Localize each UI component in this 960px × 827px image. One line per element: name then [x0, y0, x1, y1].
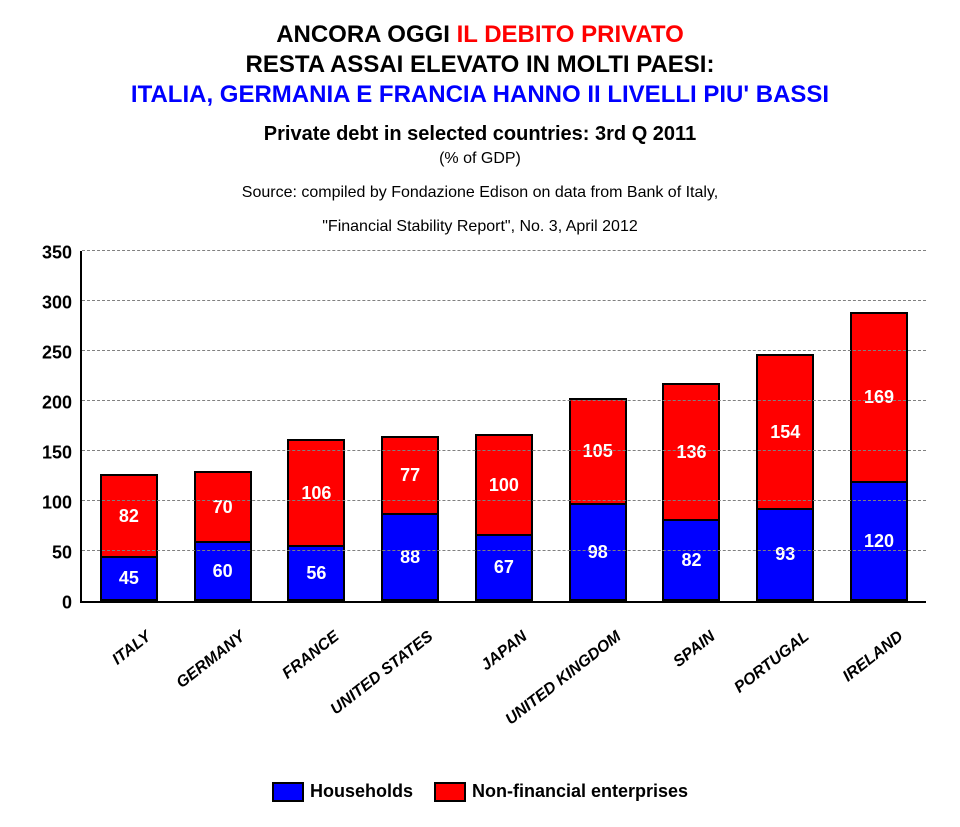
bar-column: 93154 — [756, 354, 814, 601]
grid-line — [82, 300, 926, 301]
bar-seg-nonfin: 70 — [194, 471, 252, 541]
grid-line — [82, 400, 926, 401]
plot-area: 4582607056106887767100981058213693154120… — [80, 251, 926, 603]
bar-column: 56106 — [287, 439, 345, 601]
bar-seg-nonfin: 154 — [756, 354, 814, 508]
y-tick: 100 — [42, 493, 72, 514]
y-axis: 050100150200250300350 — [30, 251, 76, 603]
legend: Households Non-financial enterprises — [20, 781, 940, 807]
chart-caption-3: "Financial Stability Report", No. 3, Apr… — [20, 217, 940, 237]
legend-item-households: Households — [272, 781, 413, 802]
y-tick: 0 — [62, 593, 72, 614]
grid-line — [82, 500, 926, 501]
chart-main-title: ANCORA OGGI IL DEBITO PRIVATO RESTA ASSA… — [20, 20, 940, 110]
grid-line — [82, 350, 926, 351]
bar-seg-nonfin: 100 — [475, 434, 533, 534]
legend-swatch-households — [272, 782, 304, 802]
legend-swatch-nonfin — [434, 782, 466, 802]
bar-column: 4582 — [100, 474, 158, 601]
bar-seg-households: 45 — [100, 556, 158, 601]
legend-item-nonfin: Non-financial enterprises — [434, 781, 688, 802]
legend-label-nonfin: Non-financial enterprises — [472, 781, 688, 802]
bar-seg-households: 88 — [381, 513, 439, 601]
grid-line — [82, 250, 926, 251]
bar-column: 120169 — [850, 312, 908, 601]
y-tick: 300 — [42, 293, 72, 314]
bar-column: 82136 — [662, 383, 720, 601]
legend-label-households: Households — [310, 781, 413, 802]
bar-seg-nonfin: 169 — [850, 312, 908, 481]
title-line3: ITALIA, GERMANIA E FRANCIA HANNO II LIVE… — [131, 81, 829, 108]
chart-caption-1: (% of GDP) — [20, 149, 940, 169]
bar-seg-nonfin: 82 — [100, 474, 158, 556]
bar-seg-nonfin: 136 — [662, 383, 720, 519]
bar-seg-nonfin: 106 — [287, 439, 345, 545]
bar-seg-nonfin: 77 — [381, 436, 439, 513]
y-tick: 150 — [42, 443, 72, 464]
bar-seg-households: 82 — [662, 519, 720, 601]
bar-column: 6070 — [194, 471, 252, 601]
title-line1-em: IL DEBITO PRIVATO — [457, 21, 684, 48]
y-tick: 50 — [52, 543, 72, 564]
bars-container: 4582607056106887767100981058213693154120… — [82, 251, 926, 601]
chart-area: 050100150200250300350 458260705610688776… — [30, 251, 930, 631]
bar-seg-households: 120 — [850, 481, 908, 601]
bar-seg-households: 56 — [287, 545, 345, 601]
x-axis-labels: ITALYGERMANYFRANCEUNITED STATESJAPANUNIT… — [80, 611, 926, 751]
bar-seg-households: 93 — [756, 508, 814, 601]
y-tick: 250 — [42, 343, 72, 364]
y-tick: 350 — [42, 243, 72, 264]
grid-line — [82, 450, 926, 451]
bar-seg-households: 98 — [569, 503, 627, 601]
grid-line — [82, 550, 926, 551]
bar-column: 8877 — [381, 436, 439, 601]
y-tick: 200 — [42, 393, 72, 414]
chart-subtitle: Private debt in selected countries: 3rd … — [20, 122, 940, 147]
title-line1-pre: ANCORA OGGI — [276, 21, 456, 48]
title-line2: RESTA ASSAI ELEVATO IN MOLTI PAESI: — [246, 51, 715, 78]
bar-column: 67100 — [475, 434, 533, 601]
bar-seg-households: 67 — [475, 534, 533, 601]
chart-caption-2: Source: compiled by Fondazione Edison on… — [20, 183, 940, 203]
